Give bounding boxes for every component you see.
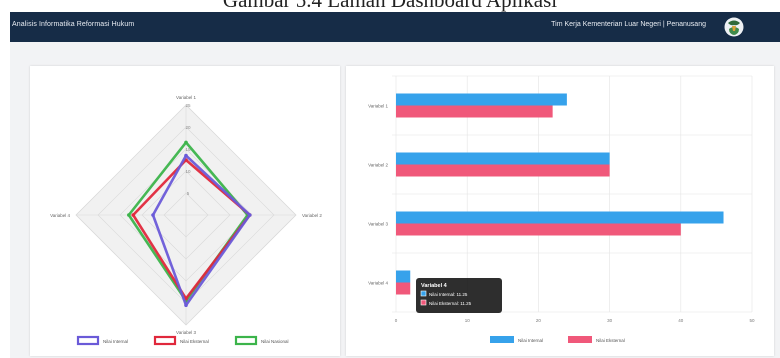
radar-tick-label: 20 (185, 125, 191, 130)
radar-tick-label: 15 (185, 147, 191, 152)
tooltip-box (416, 278, 502, 313)
bar-category-label: Variabel 3 (368, 222, 388, 227)
bar[interactable] (396, 282, 411, 295)
bar-chart: 0 10 20 30 40 50 Variabel 1 Variabel 2 Variabel … (368, 75, 755, 343)
bar-category-label: Variabel 4 (368, 281, 388, 286)
radar-axis-label: Variabel 1 (176, 95, 196, 100)
radar-axis-label: Variabel 3 (176, 330, 196, 335)
app-title[interactable]: Analisis Informatika Reformasi Hukum (12, 21, 135, 28)
tooltip-line: Nilai Eksternal: 11.25 (429, 301, 472, 306)
radar-tick-label: 25 (185, 103, 191, 108)
legend-label[interactable]: Nilai Internal (103, 339, 128, 344)
bar[interactable] (396, 164, 610, 177)
tooltip-title: Variabel 4 (421, 283, 448, 289)
radar-chart: 5 10 15 20 25 Variabel 1 Variabel 2 Variabel 3 V… (50, 95, 322, 346)
radar-tick-label: 10 (185, 169, 191, 174)
figure-caption: Gambar 5.4 Laman Dashboard Aplikasi (0, 0, 780, 12)
dashboard-content: 5 10 15 20 25 Variabel 1 Variabel 2 Variabel 3 V… (10, 42, 780, 358)
radar-data-point[interactable] (127, 213, 131, 217)
user-avatar-icon[interactable] (724, 17, 744, 37)
radar-chart-card: 5 10 15 20 25 Variabel 1 Variabel 2 Variabel 3 V… (30, 66, 340, 356)
bar-chart-card: 0 10 20 30 40 50 Variabel 1 Variabel 2 Variabel … (346, 66, 774, 356)
bar-tick-label: 0 (395, 318, 398, 323)
bar-tick-label: 10 (465, 318, 471, 323)
legend-swatch[interactable] (490, 336, 514, 343)
radar-tick-label: 5 (187, 191, 190, 196)
legend-label[interactable]: Nilai Nasional (261, 339, 289, 344)
bar-tick-label: 20 (536, 318, 542, 323)
radar-axis-label: Variabel 2 (302, 213, 322, 218)
bar[interactable] (396, 223, 681, 236)
bar[interactable] (396, 211, 724, 224)
legend-swatch[interactable] (76, 335, 100, 346)
bar-tick-label: 50 (749, 318, 755, 323)
tooltip-line: Nilai Internal: 11.25 (429, 292, 468, 297)
legend-swatch[interactable] (234, 335, 258, 346)
legend-swatch[interactable] (568, 336, 592, 343)
radar-axis-label: Variabel 4 (50, 213, 70, 218)
bar[interactable] (396, 93, 567, 106)
tooltip-swatch (420, 299, 427, 306)
organization-name: Tim Kerja Kementerian Luar Negeri | Pena… (551, 21, 706, 28)
bar-tick-label: 40 (678, 318, 684, 323)
radar-data-point[interactable] (184, 303, 188, 307)
bar[interactable] (396, 270, 411, 283)
bar-category-label: Variabel 2 (368, 163, 388, 168)
radar-data-point[interactable] (184, 140, 188, 145)
legend-label[interactable]: Nilai Internal (518, 338, 543, 343)
top-navbar: Analisis Informatika Reformasi Hukum Tim… (10, 12, 780, 42)
legend-label[interactable]: Nilai Eksternal (596, 338, 625, 343)
legend-label[interactable]: Nilai Eksternal (180, 339, 209, 344)
tooltip-swatch (420, 290, 427, 297)
caption-text: Gambar 5.4 Laman Dashboard Aplikasi (222, 0, 558, 12)
bar[interactable] (396, 105, 553, 118)
bar-tick-label: 30 (607, 318, 613, 323)
bar-category-label: Variabel 1 (368, 104, 388, 109)
bar[interactable] (396, 152, 610, 165)
radar-data-point[interactable] (184, 153, 188, 158)
radar-data-point[interactable] (131, 213, 135, 217)
legend-swatch[interactable] (153, 335, 177, 346)
radar-data-point[interactable] (151, 213, 155, 217)
radar-data-point[interactable] (248, 213, 252, 217)
